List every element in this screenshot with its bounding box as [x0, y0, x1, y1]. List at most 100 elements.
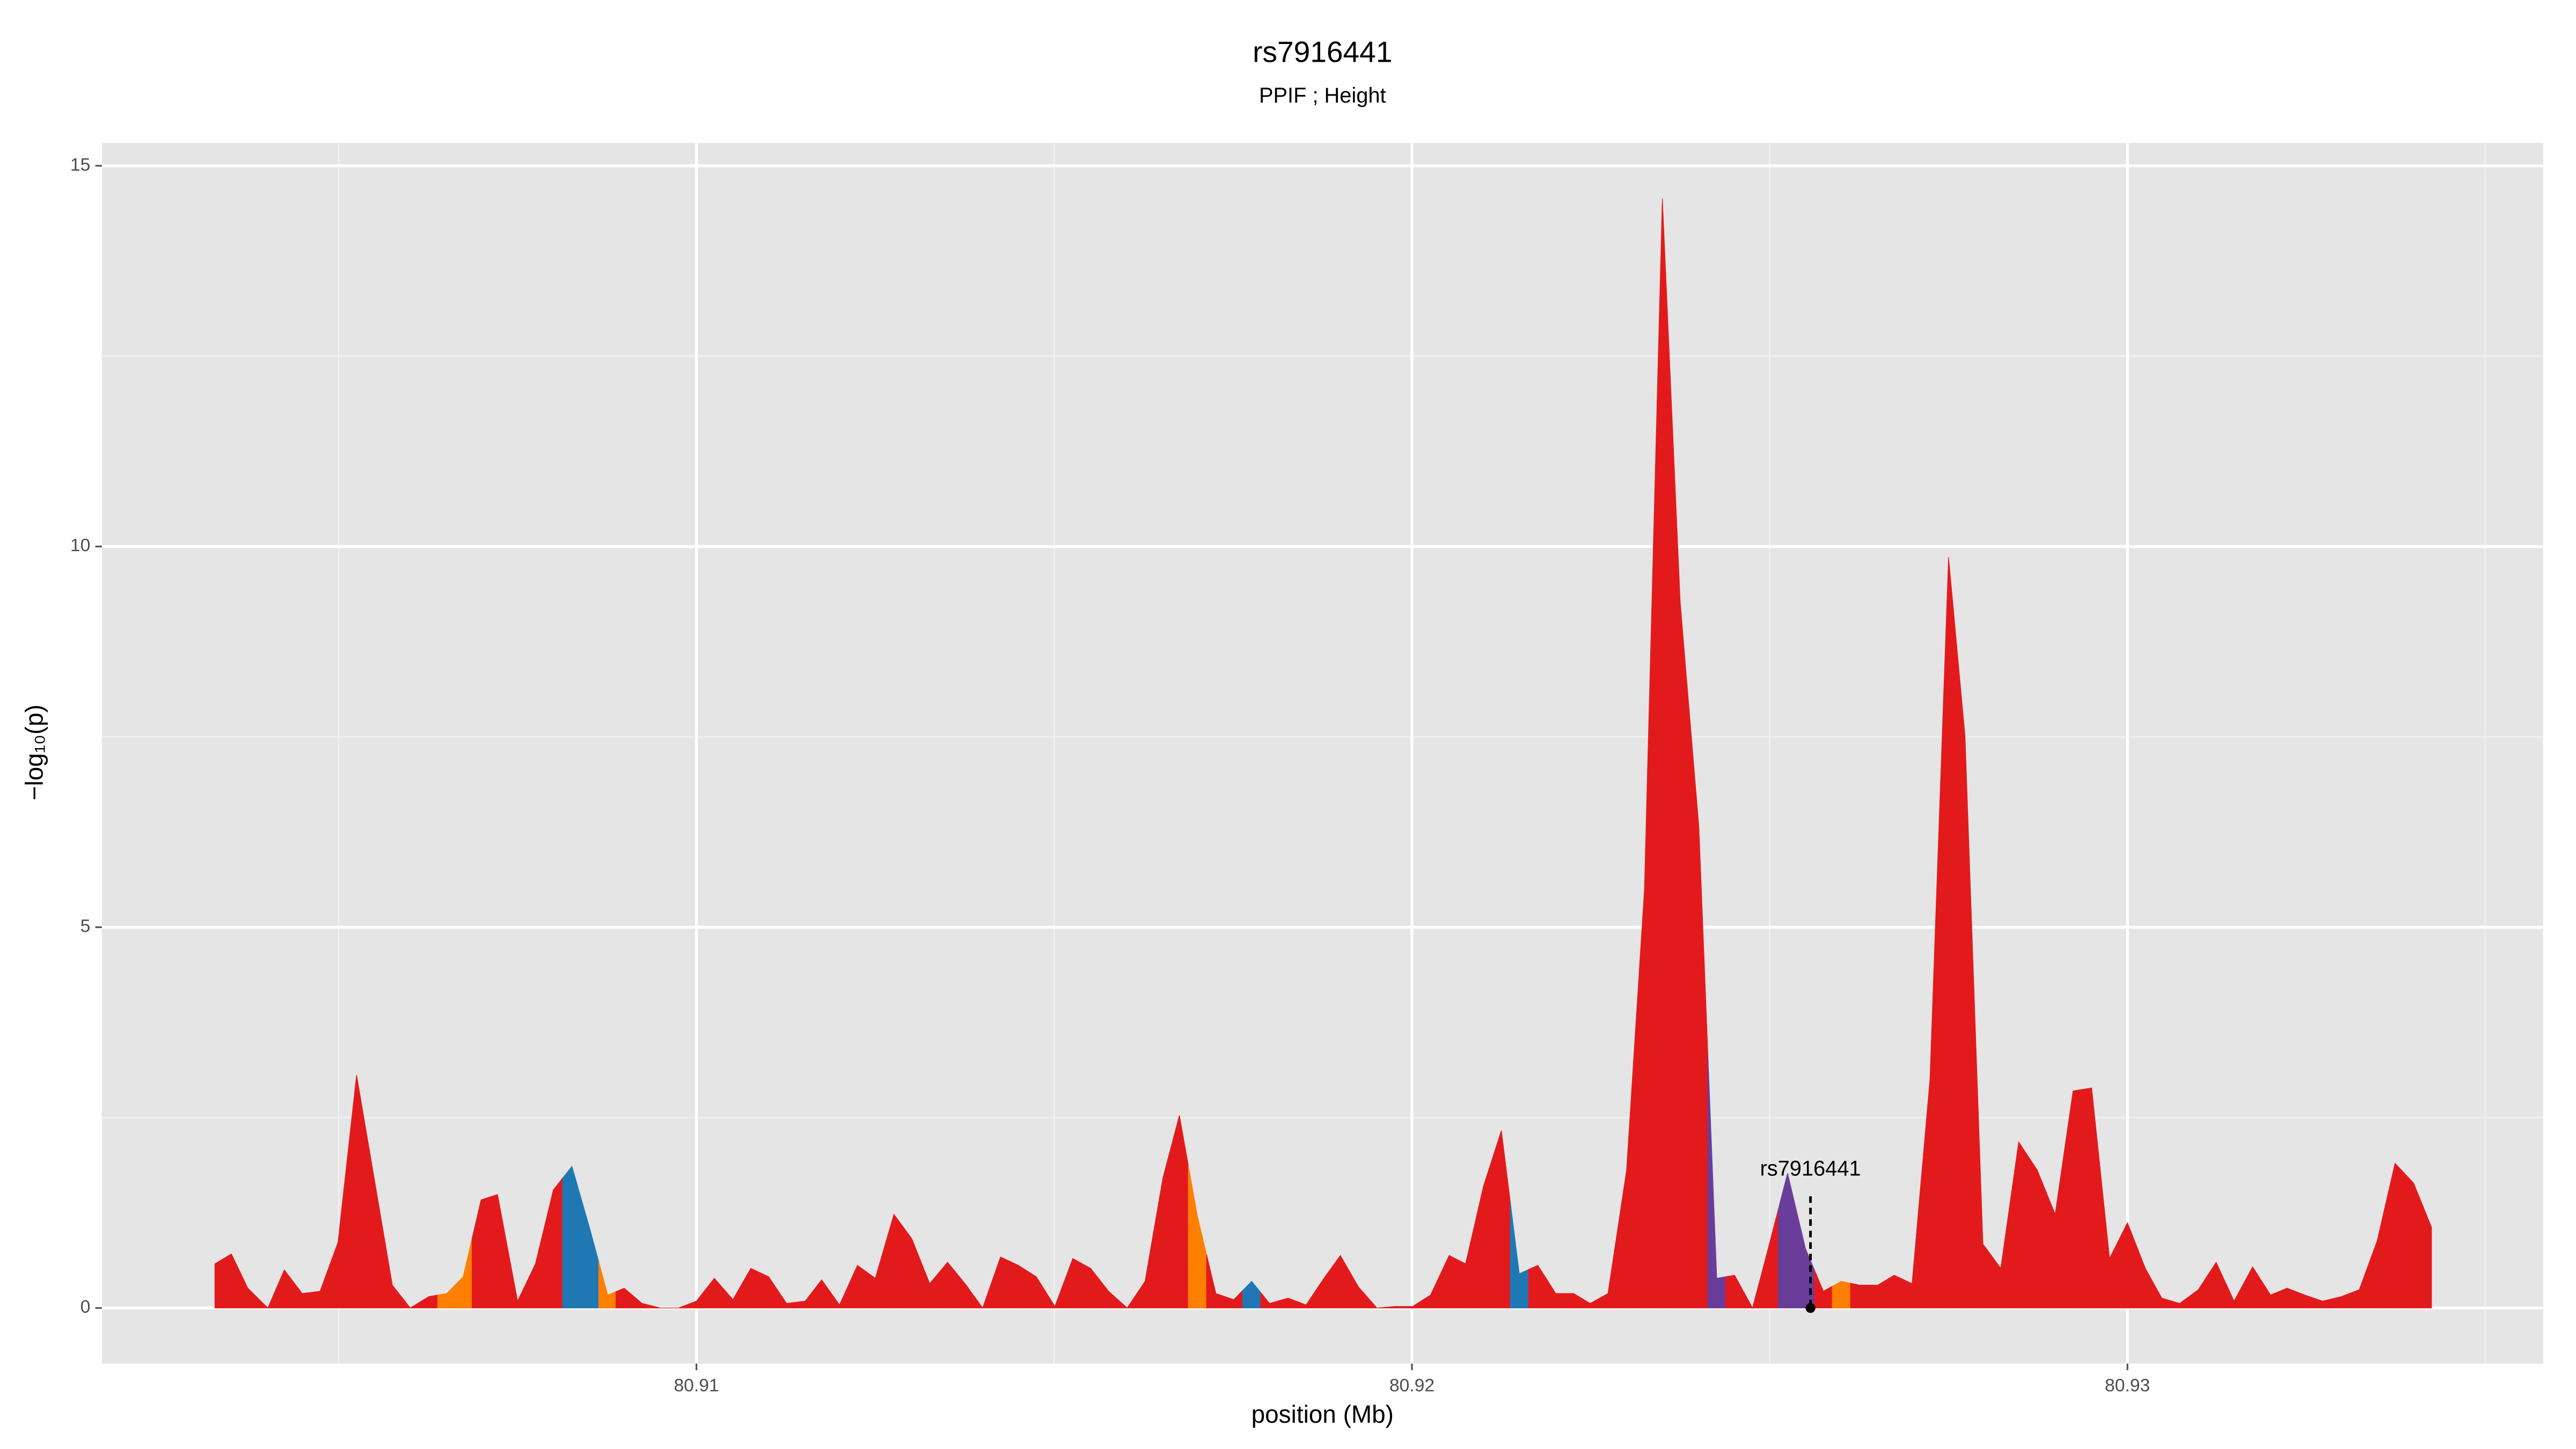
area-segment — [991, 1256, 1010, 1308]
area-segment — [1206, 1254, 1225, 1308]
area-segment — [2313, 1297, 2333, 1308]
area-segment — [1510, 1202, 1529, 1308]
area-segment — [1528, 1265, 1547, 1308]
area-segment — [1653, 198, 1672, 1308]
y-tick-label: 0 — [80, 1297, 91, 1317]
area-segment — [938, 1262, 957, 1308]
area-segment — [1991, 1205, 2010, 1308]
area-segment — [2278, 1287, 2296, 1308]
area-segment — [292, 1280, 312, 1308]
area-segment — [1832, 1280, 1851, 1308]
area-segment — [1063, 1258, 1082, 1308]
area-segment — [2009, 1141, 2029, 1308]
area-segment — [489, 1194, 508, 1308]
area-segment — [472, 1196, 490, 1308]
area-segment — [2207, 1261, 2226, 1308]
area-segment — [1278, 1298, 1298, 1308]
area-segment — [1297, 1290, 1315, 1308]
area-segment — [2261, 1279, 2279, 1308]
area-segment — [598, 1262, 617, 1308]
area-segment — [1973, 990, 1993, 1308]
area-segment — [2350, 1265, 2369, 1308]
area-segment — [1081, 1263, 1100, 1308]
area-segment — [777, 1289, 796, 1308]
chart-title: rs7916441 — [1253, 35, 1392, 69]
area-segment — [1242, 1280, 1261, 1308]
area-segment — [1349, 1270, 1368, 1308]
area-segment — [239, 1271, 259, 1308]
area-segment — [848, 1264, 867, 1308]
area-segment — [974, 1282, 992, 1309]
area-segment — [1707, 1052, 1726, 1308]
area-segment — [1564, 1293, 1583, 1308]
area-segment — [1777, 1173, 1797, 1308]
area-segment — [1367, 1296, 1386, 1308]
area-segment — [275, 1269, 294, 1308]
area-segment — [795, 1289, 814, 1308]
area-segment — [1885, 1275, 1904, 1308]
area-segment — [1814, 1270, 1833, 1308]
area-segment — [2224, 1282, 2244, 1308]
area-segment — [2136, 1245, 2154, 1308]
annotation-label: rs7916441 — [1760, 1157, 1861, 1181]
area-segment — [1188, 1165, 1207, 1308]
area-segment — [1689, 714, 1708, 1308]
area-segment — [437, 1284, 456, 1308]
area-segment — [328, 1159, 348, 1308]
area-segment — [1635, 544, 1654, 1308]
area-segment — [526, 1226, 545, 1308]
area-segment — [544, 1177, 564, 1308]
area-segment — [2385, 1162, 2405, 1308]
area-segment — [1902, 1181, 1922, 1308]
area-segment — [2368, 1202, 2387, 1308]
area-segment — [651, 1305, 670, 1308]
area-segment — [1170, 1115, 1189, 1308]
area-segment — [866, 1246, 885, 1308]
area-segment — [1421, 1275, 1440, 1308]
area-segment — [1671, 400, 1690, 1308]
area-segment — [214, 1258, 224, 1308]
area-segment — [616, 1287, 634, 1308]
area-segment — [759, 1272, 778, 1308]
area-segment — [401, 1296, 420, 1309]
area-segment — [1598, 1232, 1618, 1308]
area-segment — [920, 1261, 939, 1308]
area-segment — [1743, 1276, 1761, 1309]
area-segment — [2189, 1275, 2208, 1308]
x-tick-label: 80.93 — [2105, 1376, 2150, 1396]
area-segment — [1725, 1275, 1744, 1308]
area-segment — [562, 1166, 582, 1308]
area-segment — [1920, 818, 1940, 1308]
area-segment — [1581, 1298, 1600, 1308]
area-segment — [2046, 1152, 2065, 1308]
area-segment — [1117, 1293, 1137, 1309]
y-tick-label: 15 — [70, 155, 90, 175]
chart-subtitle: PPIF ; Height — [1259, 84, 1386, 107]
area-segment — [1474, 1158, 1493, 1308]
area-segment — [2331, 1292, 2351, 1308]
area-segment — [723, 1283, 742, 1308]
area-segment — [1027, 1270, 1046, 1308]
area-segment — [2243, 1266, 2262, 1308]
area-segment — [1938, 557, 1957, 1308]
area-segment — [902, 1225, 921, 1308]
area-segment — [1403, 1300, 1422, 1308]
area-segment — [956, 1272, 975, 1308]
y-axis-label: −log₁₀(p) — [20, 705, 48, 801]
area-segment — [687, 1289, 706, 1308]
x-tick-label: 80.92 — [1389, 1376, 1435, 1396]
area-segment — [741, 1268, 760, 1308]
area-segment — [507, 1248, 527, 1308]
area-segment — [2422, 1205, 2432, 1308]
area-segment — [1492, 1130, 1511, 1308]
area-segment — [1439, 1255, 1458, 1308]
area-segment — [311, 1267, 330, 1308]
y-tick-label: 10 — [70, 536, 90, 555]
area-segment — [2082, 1087, 2101, 1308]
area-segment — [1850, 1283, 1869, 1308]
area-segment — [223, 1253, 240, 1308]
area-segment — [1760, 1209, 1779, 1308]
x-axis-label: position (Mb) — [1252, 1400, 1394, 1428]
